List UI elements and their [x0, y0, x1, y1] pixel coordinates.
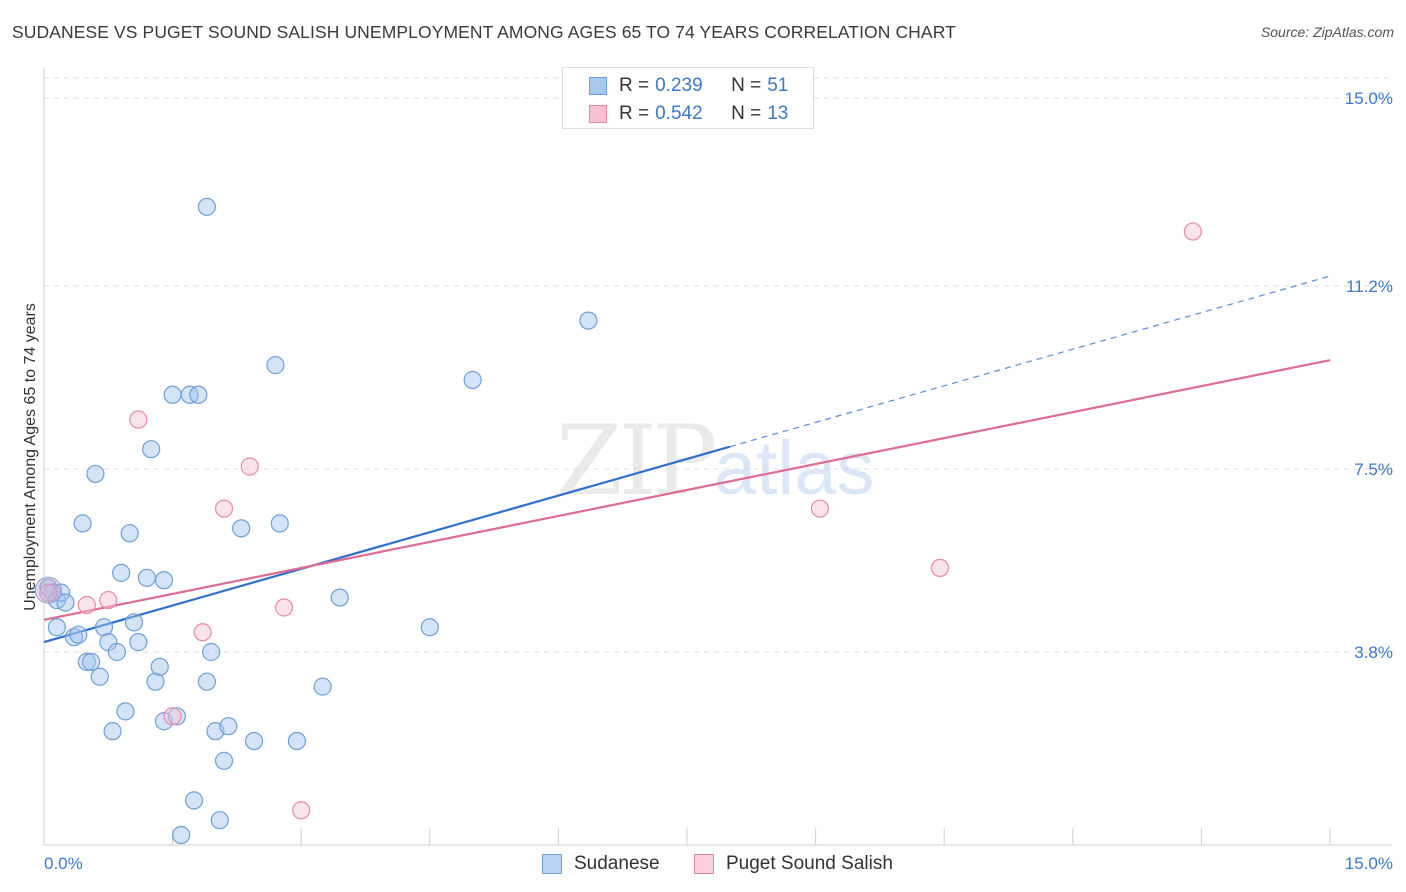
bottom-legend-label-puget: Puget Sound Salish — [726, 853, 893, 874]
point-puget — [930, 558, 950, 578]
chart-source: Source: ZipAtlas.com — [1260, 24, 1394, 40]
legend-n-value: 13 — [767, 103, 789, 124]
point-sudanese — [137, 568, 156, 587]
legend-row-puget: R = 0.542 N = 13 — [589, 102, 788, 126]
point-sudanese — [47, 618, 66, 637]
point-sudanese — [232, 519, 251, 538]
bottom-legend-swatch-sudanese — [542, 854, 562, 874]
point-sudanese — [112, 563, 131, 582]
y-axis-label: Unemployment Among Ages 65 to 74 years — [22, 303, 39, 611]
point-sudanese — [189, 385, 208, 404]
point-sudanese — [142, 440, 161, 459]
y-tick-label: 15.0% — [1345, 89, 1393, 108]
legend-r-key: R = — [619, 75, 650, 96]
bottom-legend-sudanese: Sudanese — [542, 851, 660, 877]
point-puget — [810, 499, 829, 518]
point-sudanese — [184, 791, 204, 810]
legend-swatch-puget — [589, 105, 607, 123]
legend-r-value: 0.239 — [655, 75, 703, 96]
legend-r-key: R = — [619, 103, 650, 124]
point-sudanese — [313, 677, 332, 696]
legend-row-sudanese: R = 0.239 N = 51 — [589, 74, 788, 98]
point-sudanese — [287, 731, 307, 751]
point-sudanese — [330, 588, 349, 607]
point-sudanese — [73, 514, 92, 533]
point-sudanese — [77, 652, 96, 671]
point-sudanese — [197, 197, 216, 216]
gridlines — [44, 77, 1392, 653]
point-sudanese — [463, 370, 482, 390]
point-sudanese — [579, 311, 598, 330]
point-puget — [77, 595, 96, 615]
point-sudanese — [69, 625, 88, 644]
point-sudanese — [214, 751, 234, 770]
point-sudanese — [219, 717, 238, 736]
point-sudanese — [163, 385, 182, 404]
point-puget — [214, 499, 234, 518]
trendline-puget — [43, 359, 1331, 621]
point-puget — [129, 410, 148, 429]
x-tick-label: 0.0% — [44, 854, 83, 873]
axes — [43, 68, 1392, 846]
trendlines — [43, 275, 1331, 644]
y-tick-label: 11.2% — [1346, 277, 1393, 296]
legend-n-value: 51 — [767, 75, 789, 96]
point-sudanese — [103, 722, 122, 741]
point-puget — [292, 801, 311, 820]
point-sudanese — [244, 731, 264, 751]
point-sudanese — [56, 593, 75, 612]
watermark-zip: ZIP — [556, 405, 715, 517]
point-sudanese — [94, 618, 114, 637]
y-tick-label: 3.8% — [1354, 643, 1393, 662]
point-sudanese — [90, 667, 109, 686]
bottom-legend-label-sudanese: Sudanese — [574, 853, 660, 874]
y-tick-label: 7.5% — [1354, 460, 1393, 479]
legend-r-value: 0.542 — [655, 103, 703, 124]
point-puget — [39, 583, 58, 602]
point-sudanese — [86, 464, 105, 484]
point-puget — [274, 598, 294, 617]
tick-labels: 3.8% 7.5% 11.2% 15.0% 0.0% 15.0% — [44, 89, 1393, 873]
point-sudanese — [146, 672, 165, 691]
point-sudanese — [197, 672, 216, 691]
point-sudanese — [270, 514, 289, 533]
correlation-legend: R = 0.239 N = 51 R = 0.542 N = 13 — [562, 67, 814, 129]
point-cluster — [34, 576, 62, 604]
chart-title: SUDANESE VS PUGET SOUND SALISH UNEMPLOYM… — [12, 22, 956, 42]
point-sudanese — [150, 657, 169, 676]
point-sudanese — [129, 633, 148, 652]
trendline-extension — [729, 275, 1331, 448]
point-sudanese — [154, 571, 174, 590]
point-puget — [163, 707, 182, 726]
point-sudanese — [172, 825, 191, 845]
point-sudanese — [210, 811, 229, 830]
legend-n-key: N = — [731, 75, 762, 96]
data-points — [34, 197, 1202, 845]
point-sudanese — [116, 702, 135, 721]
point-puget — [1183, 222, 1202, 241]
bottom-legend-puget: Puget Sound Salish — [694, 851, 893, 877]
point-sudanese — [202, 642, 221, 662]
x-tick-label: 15.0% — [1345, 854, 1393, 873]
point-sudanese — [82, 652, 101, 671]
point-sudanese — [107, 642, 126, 662]
bottom-legend-swatch-puget — [694, 854, 714, 874]
point-puget — [99, 590, 118, 610]
legend-swatch-sudanese — [589, 77, 607, 95]
point-puget — [193, 623, 212, 642]
point-sudanese — [420, 618, 439, 637]
trendline-sudanese — [43, 445, 731, 644]
legend-n-key: N = — [731, 103, 762, 124]
point-sudanese — [266, 356, 285, 375]
point-sudanese — [120, 524, 139, 543]
point-sudanese — [167, 707, 186, 726]
point-sudanese — [124, 613, 144, 632]
point-puget — [240, 457, 259, 476]
